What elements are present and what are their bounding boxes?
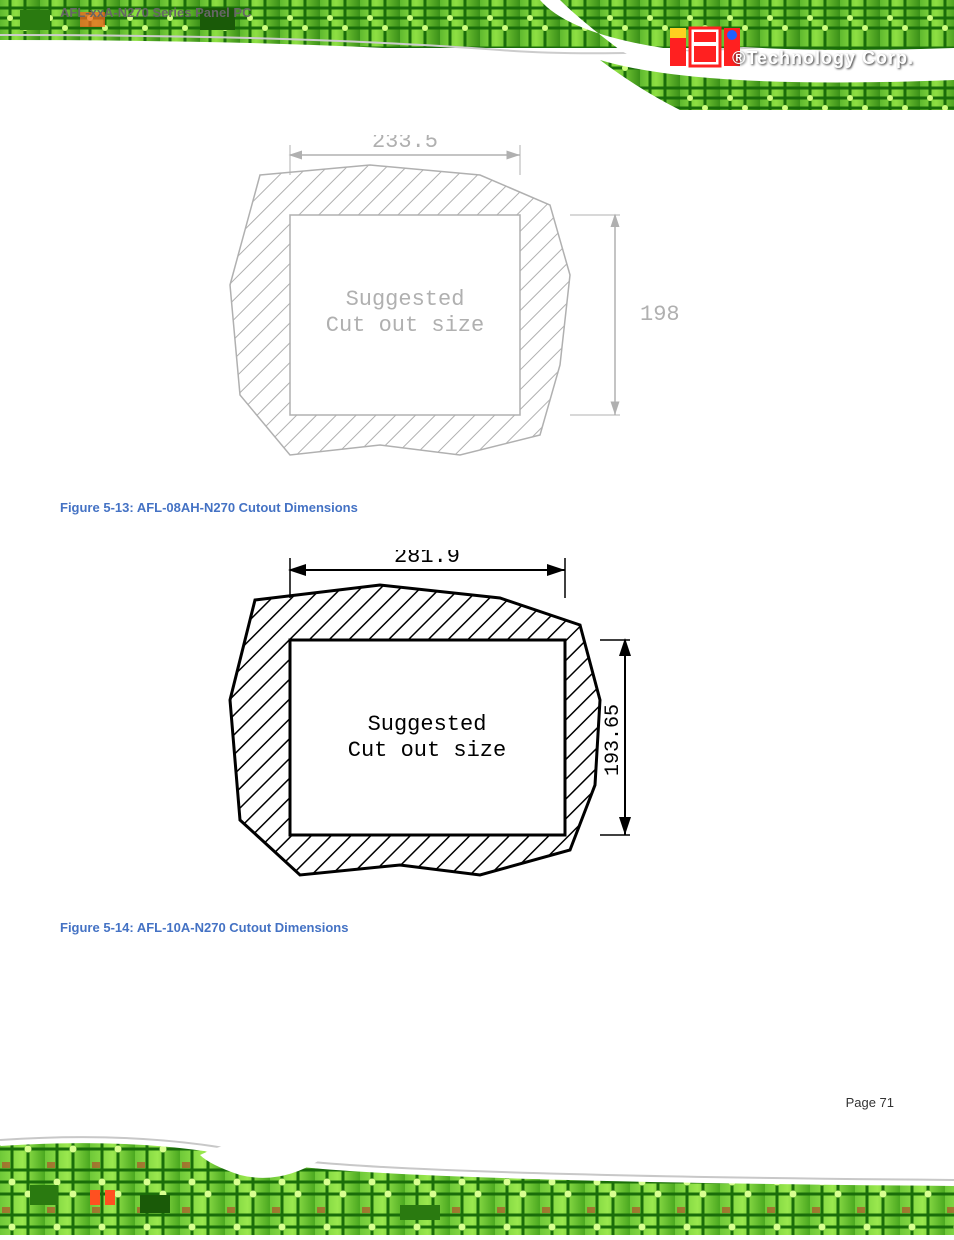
figure-caption-1: Figure 5-13: AFL-08AH-N270 Cutout Dimens… (60, 500, 358, 515)
dim-width-1: 233.5 (372, 135, 438, 154)
cutout-label-2b: Cut out size (348, 738, 506, 763)
dim-width-2: 281.9 (394, 550, 460, 569)
header-title: AFL-xxA-N270 Series Panel PC (60, 5, 251, 20)
dim-height-1: 198 (640, 302, 680, 327)
cutout-diagram-1: 233.5 198 Suggested Cut out size (200, 135, 700, 495)
bottom-banner (0, 1115, 954, 1235)
cutout-label-1a: Suggested (346, 287, 465, 312)
cutout-label-2a: Suggested (368, 712, 487, 737)
page-number: Page 71 (846, 1095, 894, 1110)
dim-height-2: 193.65 (602, 704, 625, 776)
cutout-diagram-2: 281.9 193.65 Suggested Cut out size (200, 550, 700, 920)
figure-caption-2: Figure 5-14: AFL-10A-N270 Cutout Dimensi… (60, 920, 348, 935)
logo-text: ®Technology Corp. (732, 48, 914, 69)
cutout-label-1b: Cut out size (326, 313, 484, 338)
